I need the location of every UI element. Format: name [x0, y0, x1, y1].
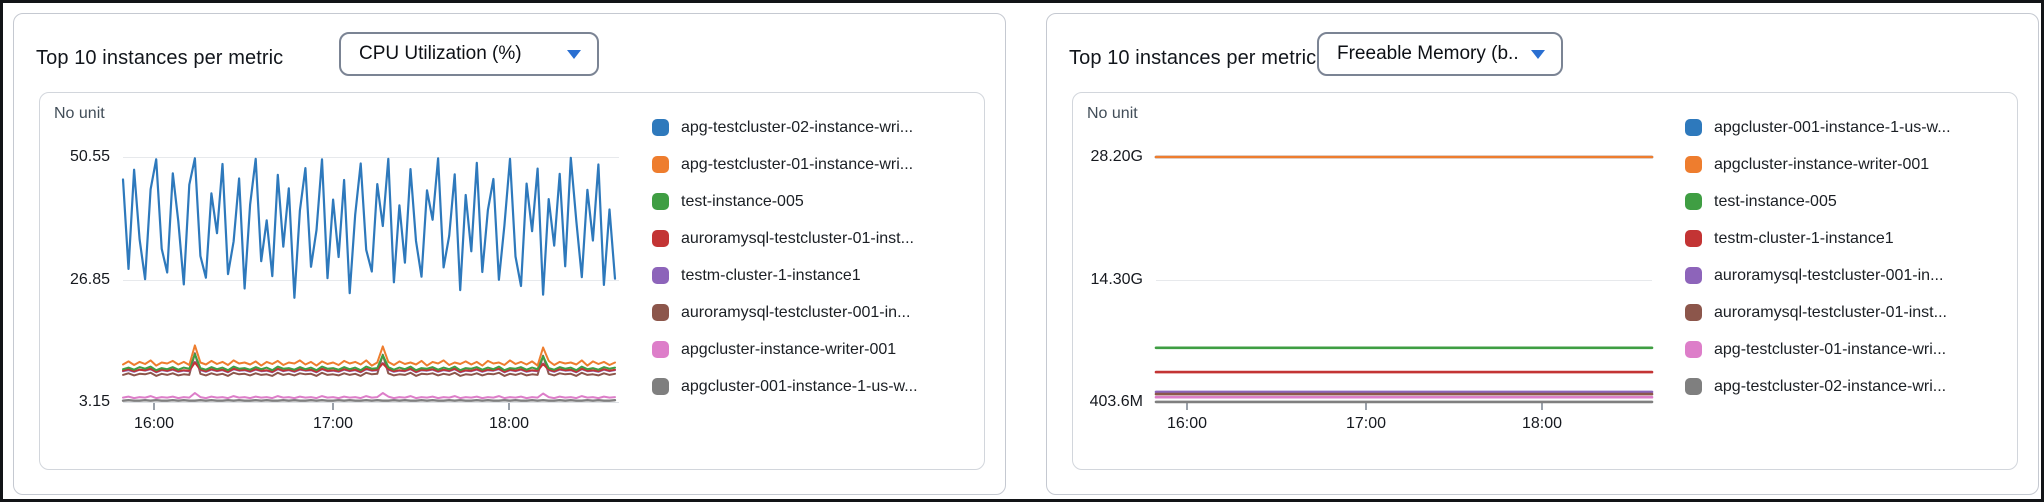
legend-label: apg-testcluster-02-instance-wri...	[681, 118, 914, 136]
legend-color-swatch	[1685, 193, 1702, 210]
legend-color-swatch	[652, 378, 669, 395]
legend-label: apgcluster-instance-writer-001	[681, 340, 897, 358]
legend-item[interactable]: testm-cluster-1-instance1	[652, 257, 974, 294]
gridline-h	[123, 157, 619, 158]
legend-label: testm-cluster-1-instance1	[1714, 229, 1894, 247]
line-chart[interactable]	[1073, 93, 2019, 471]
chart-widget: No unit 50.55 26.85 3.15 16:00 17:00 18:…	[39, 92, 985, 470]
unit-label: No unit	[54, 105, 105, 122]
legend-label: apgcluster-instance-writer-001	[1714, 155, 1930, 173]
legend-label: test-instance-005	[681, 192, 804, 210]
legend-label: apgcluster-001-instance-1-us-w...	[1714, 118, 1951, 136]
y-tick-label: 403.6M	[1089, 393, 1143, 410]
metric-card-memory: Top 10 instances per metric Freeable Mem…	[1046, 13, 2039, 495]
x-tick-label: 18:00	[488, 415, 530, 432]
chevron-down-icon	[1531, 49, 1545, 59]
series-line	[122, 361, 616, 373]
chart-legend: apg-testcluster-02-instance-wri... apg-te…	[652, 109, 974, 405]
legend-color-swatch	[652, 341, 669, 358]
legend-color-swatch	[1685, 156, 1702, 173]
panel-title: Top 10 instances per metric	[36, 47, 284, 69]
legend-color-swatch	[652, 119, 669, 136]
legend-color-swatch	[1685, 378, 1702, 395]
gridline-h	[123, 402, 619, 403]
axis-tick	[1186, 403, 1188, 410]
axis-tick	[1365, 403, 1367, 410]
x-tick-label: 17:00	[1345, 415, 1387, 432]
legend-label: apg-testcluster-01-instance-wri...	[681, 155, 914, 173]
chevron-down-icon	[567, 49, 581, 59]
legend-color-swatch	[652, 230, 669, 247]
legend-item[interactable]: test-instance-005	[652, 183, 974, 220]
legend-item[interactable]: apg-testcluster-02-instance-wri...	[652, 109, 974, 146]
legend-item[interactable]: auroramysql-testcluster-001-in...	[652, 294, 974, 331]
legend-item[interactable]: auroramysql-testcluster-01-inst...	[1685, 294, 2007, 331]
series-line	[122, 392, 616, 400]
legend-label: test-instance-005	[1714, 192, 1837, 210]
y-tick-label: 3.15	[78, 393, 110, 410]
y-tick-label: 50.55	[69, 148, 110, 165]
y-tick-label: 14.30G	[1090, 271, 1143, 288]
legend-color-swatch	[652, 156, 669, 173]
chart-legend: apgcluster-001-instance-1-us-w... apgclus…	[1685, 109, 2007, 405]
legend-label: auroramysql-testcluster-001-in...	[1714, 266, 1944, 284]
gridline-h	[123, 280, 619, 281]
legend-label: testm-cluster-1-instance1	[681, 266, 861, 284]
x-tick-label: 16:00	[133, 415, 175, 432]
metric-dropdown[interactable]: Freeable Memory (b...	[1317, 32, 1563, 76]
chart-widget: No unit 28.20G 14.30G 403.6M 16:00 17:00…	[1072, 92, 2018, 470]
legend-label: auroramysql-testcluster-01-inst...	[1714, 303, 1947, 321]
legend-color-swatch	[652, 193, 669, 210]
legend-item[interactable]: auroramysql-testcluster-001-in...	[1685, 257, 2007, 294]
unit-label: No unit	[1087, 105, 1138, 122]
series-line	[121, 156, 617, 299]
legend-item[interactable]: testm-cluster-1-instance1	[1685, 220, 2007, 257]
axis-tick	[508, 403, 510, 410]
series-line	[122, 344, 616, 367]
legend-item[interactable]: apgcluster-001-instance-1-us-w...	[652, 368, 974, 405]
line-chart[interactable]	[40, 93, 986, 471]
legend-item[interactable]: apg-testcluster-02-instance-wri...	[1685, 368, 2007, 405]
panel-title: Top 10 instances per metric	[1069, 47, 1317, 69]
x-tick-label: 16:00	[1166, 415, 1208, 432]
metric-dropdown-label: Freeable Memory (b...	[1337, 43, 1517, 64]
legend-label: auroramysql-testcluster-01-inst...	[681, 229, 914, 247]
y-tick-label: 26.85	[69, 271, 110, 288]
legend-color-swatch	[652, 304, 669, 321]
legend-item[interactable]: apg-testcluster-01-instance-wri...	[1685, 331, 2007, 368]
legend-color-swatch	[1685, 341, 1702, 358]
series-line	[121, 399, 617, 402]
legend-color-swatch	[1685, 119, 1702, 136]
axis-tick	[1541, 403, 1543, 410]
legend-item[interactable]: apgcluster-001-instance-1-us-w...	[1685, 109, 2007, 146]
axis-tick	[332, 403, 334, 410]
legend-item[interactable]: apgcluster-instance-writer-001	[1685, 146, 2007, 183]
y-tick-label: 28.20G	[1090, 148, 1143, 165]
legend-label: auroramysql-testcluster-001-in...	[681, 303, 911, 321]
x-tick-label: 18:00	[1521, 415, 1563, 432]
series-line	[122, 353, 616, 372]
legend-item[interactable]: auroramysql-testcluster-01-inst...	[652, 220, 974, 257]
legend-color-swatch	[1685, 304, 1702, 321]
legend-color-swatch	[1685, 230, 1702, 247]
legend-color-swatch	[652, 267, 669, 284]
legend-item[interactable]: apgcluster-instance-writer-001	[652, 331, 974, 368]
gridline-h	[1156, 280, 1652, 281]
series-line	[122, 352, 616, 377]
legend-item[interactable]: apg-testcluster-01-instance-wri...	[652, 146, 974, 183]
legend-color-swatch	[1685, 267, 1702, 284]
metric-card-cpu: Top 10 instances per metric CPU Utilizat…	[13, 13, 1006, 495]
legend-label: apg-testcluster-02-instance-wri...	[1714, 377, 1947, 395]
metric-dropdown-label: CPU Utilization (%)	[359, 43, 522, 64]
x-tick-label: 17:00	[312, 415, 354, 432]
legend-label: apg-testcluster-01-instance-wri...	[1714, 340, 1947, 358]
legend-label: apgcluster-001-instance-1-us-w...	[681, 377, 918, 395]
metric-dropdown[interactable]: CPU Utilization (%)	[339, 32, 599, 76]
legend-item[interactable]: test-instance-005	[1685, 183, 2007, 220]
axis-tick	[153, 403, 155, 410]
